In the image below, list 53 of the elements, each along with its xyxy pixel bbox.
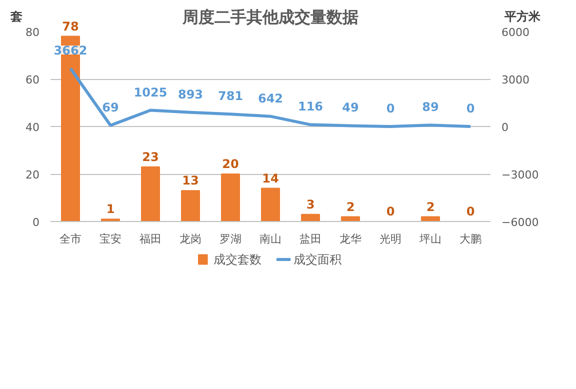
x-tick-label: 龙华 [340, 232, 362, 246]
legend-label: 成交面积 [294, 252, 342, 266]
x-tick-label: 福田 [140, 232, 162, 246]
data-label: 0 [466, 204, 475, 218]
chart-title: 周度二手其他成交量数据 [182, 8, 358, 26]
data-label: 49 [342, 100, 359, 115]
bar [141, 166, 160, 222]
data-label: 1025 [134, 85, 168, 100]
y2-tick-label: −6000 [502, 216, 539, 229]
x-tick-label: 宝安 [100, 232, 122, 246]
y-tick-label: 40 [26, 121, 40, 134]
bar [261, 188, 280, 222]
data-label: 78 [62, 19, 79, 34]
y2-axis-title: 平方米 [504, 10, 542, 24]
y2-tick-label: 0 [502, 121, 508, 134]
data-label: 1 [106, 202, 115, 216]
y2-tick-label: −3000 [502, 168, 539, 182]
y-tick-label: 0 [32, 216, 40, 229]
y-axis-title: 套 [10, 10, 22, 24]
x-tick-label: 大鹏 [460, 232, 482, 246]
x-tick-label: 罗湖 [220, 232, 242, 246]
bar [221, 174, 240, 222]
data-label: 89 [422, 100, 439, 114]
y-tick-label: 20 [26, 168, 40, 182]
y2-tick-label: 6000 [502, 26, 530, 39]
x-tick-label: 光明 [380, 232, 402, 246]
data-label: 13 [182, 174, 199, 188]
x-tick-label: 南山 [260, 232, 282, 246]
bar [301, 214, 320, 222]
data-label: 0 [386, 204, 395, 218]
data-label: 3 [306, 197, 315, 212]
legend-label: 成交套数 [214, 252, 262, 266]
y2-tick-label: 3000 [502, 74, 530, 86]
data-label: 3662 [54, 44, 88, 58]
x-tick-label: 坪山 [418, 232, 442, 246]
data-label: 0 [466, 102, 475, 116]
data-label: 23 [142, 150, 159, 164]
x-tick-label: 龙岗 [180, 232, 202, 246]
bar [181, 190, 200, 222]
data-label: 0 [386, 102, 395, 116]
y-tick-label: 60 [26, 74, 40, 86]
y-tick-label: 80 [26, 26, 40, 39]
data-label: 2 [346, 200, 355, 214]
data-label: 2 [426, 200, 435, 214]
data-label: 781 [218, 89, 244, 104]
x-tick-label: 全市 [60, 232, 82, 246]
data-label: 69 [102, 100, 119, 114]
data-label: 893 [178, 87, 204, 102]
data-label: 642 [258, 91, 284, 106]
x-tick-label: 盐田 [300, 232, 322, 246]
data-label: 116 [298, 100, 324, 114]
data-label: 14 [262, 171, 279, 186]
data-label: 20 [222, 157, 239, 171]
